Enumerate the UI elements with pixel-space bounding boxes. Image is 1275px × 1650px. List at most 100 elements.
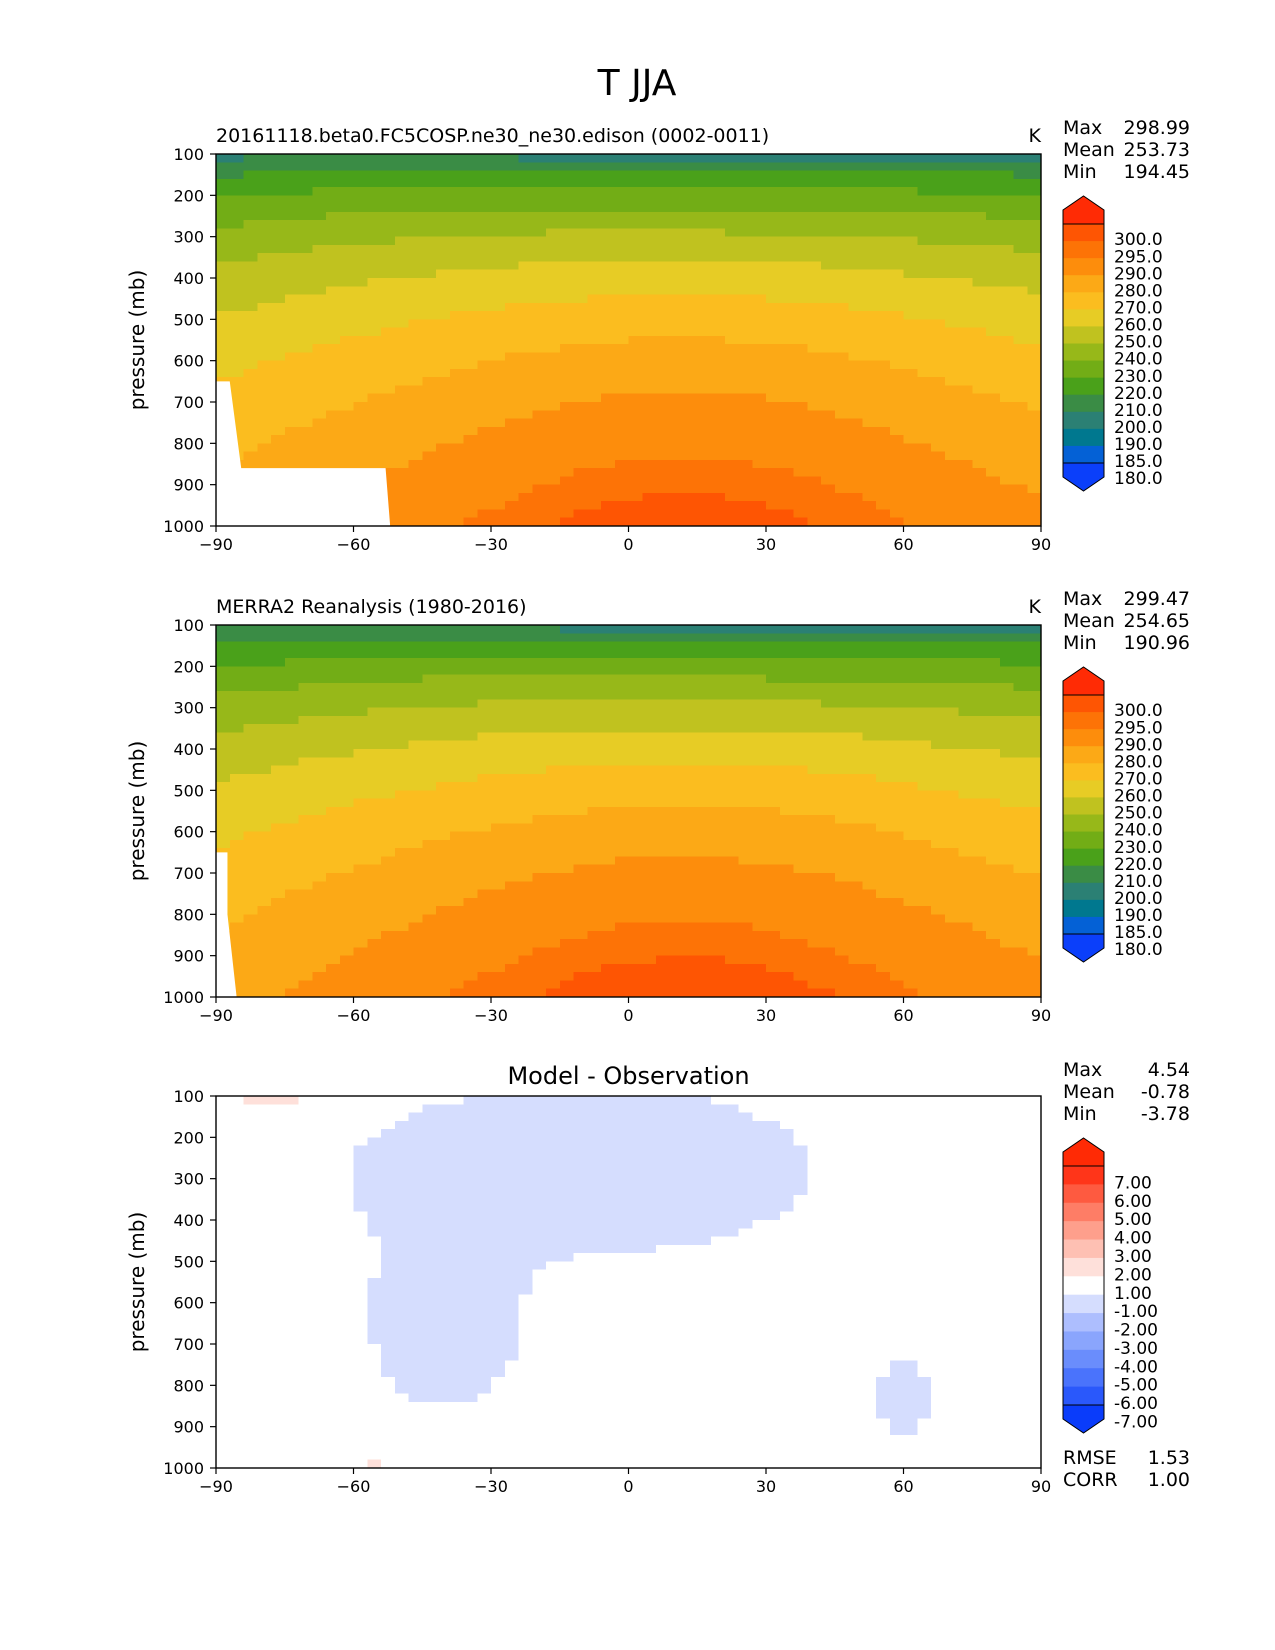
contour-cell — [573, 278, 588, 287]
contour-cell — [958, 203, 973, 213]
contour-cell — [862, 178, 877, 188]
colorbar-label: 270.0 — [1114, 299, 1163, 319]
contour-cell — [697, 906, 712, 915]
contour-cell — [834, 848, 850, 858]
contour-cell — [518, 889, 533, 899]
contour-cell — [559, 823, 575, 833]
contour-cell — [573, 897, 588, 907]
contour-cell — [587, 906, 602, 915]
contour-cell — [669, 178, 685, 188]
contour-cell — [422, 732, 437, 742]
contour-cell — [312, 385, 327, 395]
contour-cell — [216, 319, 231, 329]
contour-cell — [422, 418, 437, 428]
contour-cell — [504, 220, 520, 229]
contour-cell — [683, 839, 698, 849]
contour-cell — [546, 228, 561, 238]
contour-cell — [298, 856, 313, 866]
contour-cell — [656, 724, 671, 734]
contour-cell — [944, 418, 960, 428]
contour-cell — [917, 236, 932, 246]
contour-cell — [614, 517, 630, 527]
contour-cell — [642, 980, 657, 990]
contour-cell — [862, 715, 877, 725]
contour-cell — [573, 451, 588, 461]
contour-cell — [848, 253, 863, 263]
contour-cell — [986, 393, 1001, 403]
contour-cell — [449, 352, 465, 362]
contour-cell — [463, 897, 478, 907]
contour-cell — [821, 715, 836, 725]
contour-cell — [628, 682, 643, 692]
contour-cell — [284, 839, 300, 849]
contour-cell — [752, 649, 767, 659]
contour-cell — [711, 682, 726, 692]
contour-cell — [367, 839, 382, 849]
contour-cell — [807, 633, 822, 643]
contour-cell — [312, 625, 327, 634]
contour-cell — [463, 881, 478, 891]
contour-cell — [532, 773, 547, 783]
y-tick-label: 500 — [173, 310, 204, 329]
contour-cell — [216, 823, 231, 833]
contour-cell — [903, 253, 918, 263]
contour-cell — [463, 360, 478, 370]
contour-cell — [779, 691, 795, 700]
contour-cell — [601, 955, 616, 965]
contour-cell — [683, 393, 698, 403]
contour-cell — [587, 492, 602, 502]
contour-cell — [381, 839, 396, 849]
contour-cell — [711, 468, 726, 477]
contour-cell — [367, 947, 382, 957]
contour-cell — [587, 278, 602, 287]
contour-cell — [972, 443, 987, 453]
contour-cell — [628, 435, 643, 444]
contour-cell — [312, 963, 327, 973]
contour-cell — [243, 311, 258, 320]
contour-cell — [477, 368, 492, 378]
contour-cell — [243, 244, 258, 254]
contour-cell — [408, 699, 423, 709]
contour-cell — [642, 170, 657, 180]
contour-cell — [614, 476, 630, 486]
contour-cell — [436, 881, 451, 891]
contour-cell — [862, 806, 877, 816]
contour-cell — [848, 517, 863, 527]
contour-cell — [408, 170, 423, 180]
contour-cell — [339, 302, 355, 312]
contour-cell — [353, 435, 368, 444]
contour-cell — [793, 972, 808, 982]
contour-cell — [683, 178, 698, 188]
contour-cell — [711, 319, 726, 329]
contour-cell — [642, 641, 657, 651]
contour-cell — [408, 501, 423, 511]
contour-cell — [999, 426, 1015, 436]
contour-cell — [779, 633, 795, 643]
contour-cell — [587, 154, 602, 163]
contour-cell — [614, 889, 630, 899]
contour-cell — [779, 914, 795, 924]
contour-cell — [848, 831, 863, 841]
contour-cell — [683, 864, 698, 874]
contour-cell — [821, 228, 836, 238]
contour-cell — [394, 269, 410, 279]
contour-cell — [958, 269, 973, 279]
contour-cell — [889, 211, 905, 221]
contour-cell — [642, 773, 657, 783]
contour-cell — [986, 402, 1001, 411]
contour-cell — [958, 228, 973, 238]
contour-cell — [669, 790, 685, 800]
contour-cell — [656, 302, 671, 312]
contour-cell — [367, 435, 382, 444]
contour-cell — [779, 815, 795, 824]
contour-cell — [931, 154, 946, 163]
contour-cell — [257, 633, 272, 643]
contour-cell — [821, 294, 836, 304]
contour-cell — [642, 848, 657, 858]
contour-cell — [381, 699, 396, 709]
contour-cell — [559, 658, 575, 667]
contour-cell — [449, 839, 465, 849]
contour-cell — [587, 410, 602, 420]
contour-cell — [257, 757, 272, 767]
stat-label: Mean — [1063, 139, 1115, 161]
